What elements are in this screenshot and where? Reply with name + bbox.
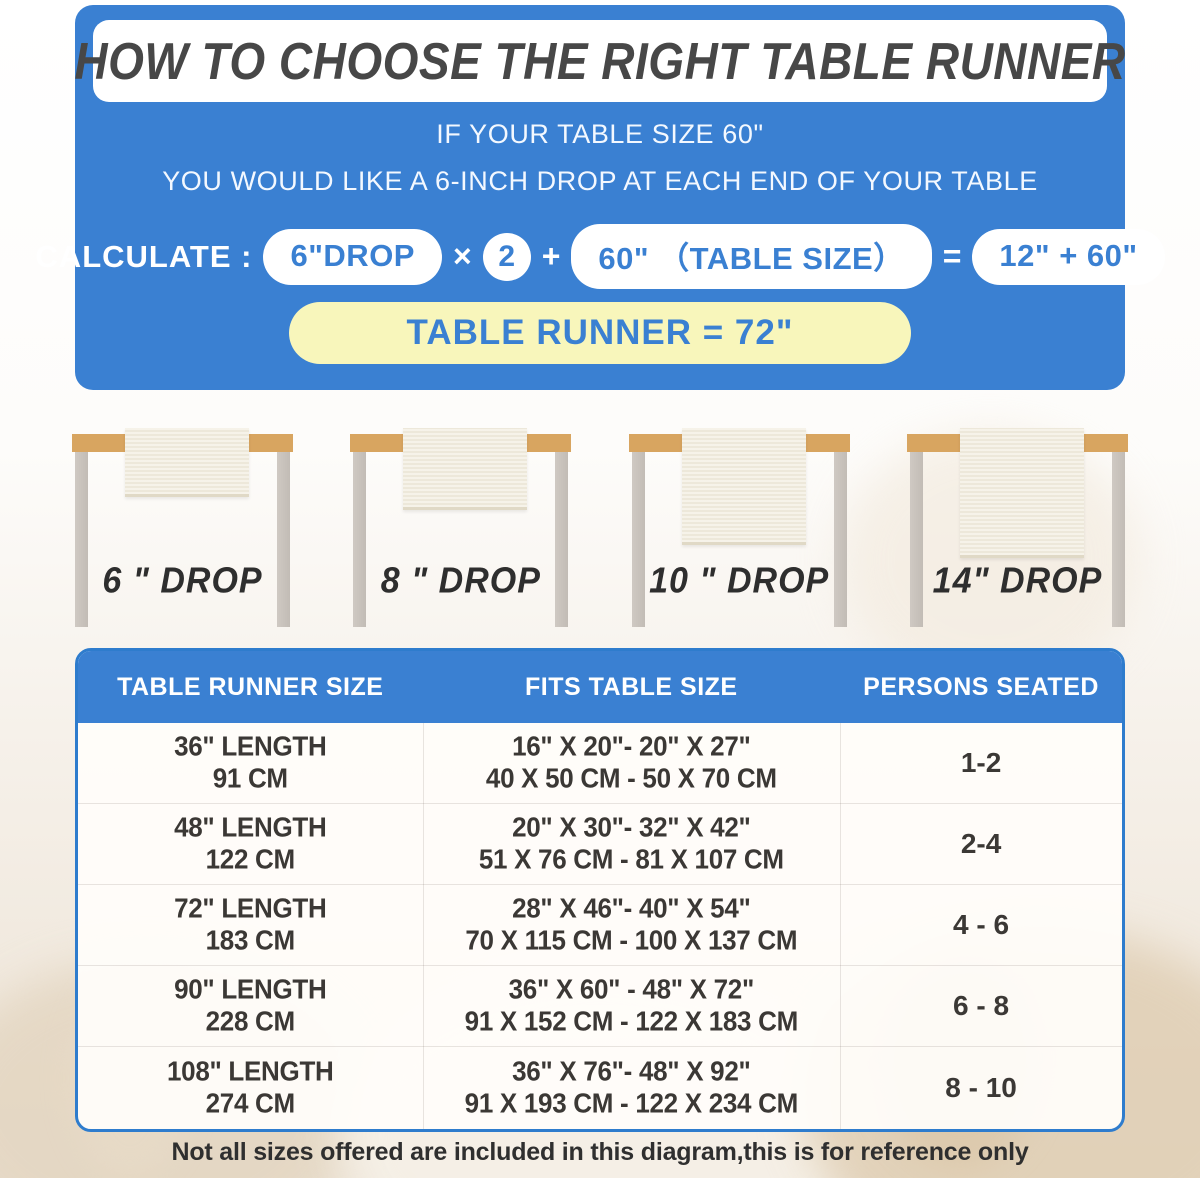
fits-size-inches: 36" X 76"- 48" X 92" <box>512 1054 751 1087</box>
fits-size-inches: 36" X 60" - 48" X 72" <box>508 973 755 1005</box>
table-row: 48" LENGTH 122 CM 20" X 30"- 32" X 42" 5… <box>78 804 1122 885</box>
column-header-runner-size: TABLE RUNNER SIZE <box>117 672 384 701</box>
sum-pill: 12" + 60" <box>972 228 1165 285</box>
size-reference-table: TABLE RUNNER SIZE FITS TABLE SIZE PERSON… <box>75 648 1125 1132</box>
size-table-header: TABLE RUNNER SIZE FITS TABLE SIZE PERSON… <box>78 651 1122 723</box>
fits-size-inches: 16" X 20"- 20" X 27" <box>512 730 751 762</box>
fits-size-inches: 20" X 30"- 32" X 42" <box>512 811 751 843</box>
runner-result-pill: TABLE RUNNER = 72" <box>289 302 911 364</box>
drop-label: 8 " DROP <box>380 561 541 601</box>
table-leg <box>833 450 847 627</box>
calculate-label: CALCULATE : <box>35 238 253 274</box>
table-row: 108" LENGTH 274 CM 36" X 76"- 48" X 92" … <box>78 1047 1122 1128</box>
drop-label: 10 " DROP <box>649 561 830 601</box>
persons-seated: 8 - 10 <box>945 1071 1017 1103</box>
table-row: 36" LENGTH 91 CM 16" X 20"- 20" X 27" 40… <box>78 723 1122 804</box>
plus-sign: + <box>541 238 561 274</box>
column-header-persons: PERSONS SEATED <box>863 672 1099 701</box>
instruction-panel: HOW TO CHOOSE THE RIGHT TABLE RUNNER IF … <box>35 5 1165 390</box>
table-runner-drape <box>125 428 249 497</box>
table-runner-drape <box>681 428 806 545</box>
reference-footnote: Not all sizes offered are included in th… <box>171 1138 1029 1166</box>
runner-size-inches: 36" LENGTH <box>174 730 327 762</box>
drop-label: 14" DROP <box>932 561 1103 601</box>
runner-size-inches: 48" LENGTH <box>174 811 327 843</box>
multiplier-circle: 2 <box>482 232 531 281</box>
runner-size-inches: 108" LENGTH <box>167 1054 334 1087</box>
equals-sign: = <box>942 238 962 274</box>
table-leg <box>277 450 290 627</box>
drop-figure-10in: 10 " DROP <box>628 420 850 632</box>
table-leg <box>353 450 367 627</box>
runner-size-cm: 228 CM <box>205 1005 296 1037</box>
runner-size-cm: 91 CM <box>212 762 288 794</box>
runner-size-cm: 183 CM <box>205 924 296 956</box>
table-row: 90" LENGTH 228 CM 36" X 60" - 48" X 72" … <box>78 966 1122 1047</box>
table-leg <box>631 450 645 627</box>
title-banner: HOW TO CHOOSE THE RIGHT TABLE RUNNER <box>74 20 1125 102</box>
fits-size-cm: 40 X 50 CM - 50 X 70 CM <box>485 762 777 794</box>
drop-label: 6 " DROP <box>102 561 263 601</box>
table-runner-drape <box>959 428 1084 558</box>
table-leg <box>909 450 923 627</box>
persons-seated: 1-2 <box>960 747 1002 778</box>
table-leg <box>1111 450 1125 627</box>
fits-size-cm: 70 X 115 CM - 100 X 137 CM <box>465 924 798 956</box>
drop-figure-6in: 6 " DROP <box>72 420 293 632</box>
page-title: HOW TO CHOOSE THE RIGHT TABLE RUNNER <box>74 31 1126 91</box>
table-leg <box>555 450 569 627</box>
runner-size-inches: 90" LENGTH <box>174 973 327 1005</box>
multiply-sign: × <box>453 238 472 274</box>
size-table-body: 36" LENGTH 91 CM 16" X 20"- 20" X 27" 40… <box>78 723 1122 1129</box>
drop-value-pill: 6"DROP <box>263 228 442 285</box>
persons-seated: 4 - 6 <box>953 909 1010 940</box>
drop-figure-14in: 14" DROP <box>906 420 1128 632</box>
column-divider <box>422 723 424 1129</box>
column-divider <box>840 723 842 1129</box>
fits-size-cm: 91 X 193 CM - 122 X 234 CM <box>464 1086 799 1119</box>
table-runner-drape <box>403 428 528 510</box>
table-leg <box>75 450 88 627</box>
runner-size-cm: 122 CM <box>205 843 296 875</box>
subtitle-line-2: YOU WOULD LIKE A 6-INCH DROP AT EACH END… <box>162 166 1038 196</box>
fits-size-cm: 91 X 152 CM - 122 X 183 CM <box>464 1005 799 1037</box>
table-size-pill: 60" （TABLE SIZE） <box>571 224 932 289</box>
fits-size-inches: 28" X 46"- 40" X 54" <box>512 892 751 924</box>
column-header-fits-size: FITS TABLE SIZE <box>525 672 738 701</box>
subtitle-line-1: IF YOUR TABLE SIZE 60" <box>436 119 764 149</box>
table-row: 72" LENGTH 183 CM 28" X 46"- 40" X 54" 7… <box>78 885 1122 966</box>
persons-seated: 2-4 <box>960 828 1002 859</box>
drop-figure-8in: 8 " DROP <box>350 420 572 632</box>
persons-seated: 6 - 8 <box>953 990 1010 1021</box>
fits-size-cm: 51 X 76 CM - 81 X 107 CM <box>478 843 784 875</box>
drop-illustrations: 6 " DROP 8 " DROP 10 " DROP 14" DROP <box>72 420 1128 632</box>
runner-size-cm: 274 CM <box>205 1086 296 1119</box>
runner-size-inches: 72" LENGTH <box>174 892 327 924</box>
calculation-formula: CALCULATE : 6"DROP × 2 + 60" （TABLE SIZE… <box>35 224 1165 289</box>
